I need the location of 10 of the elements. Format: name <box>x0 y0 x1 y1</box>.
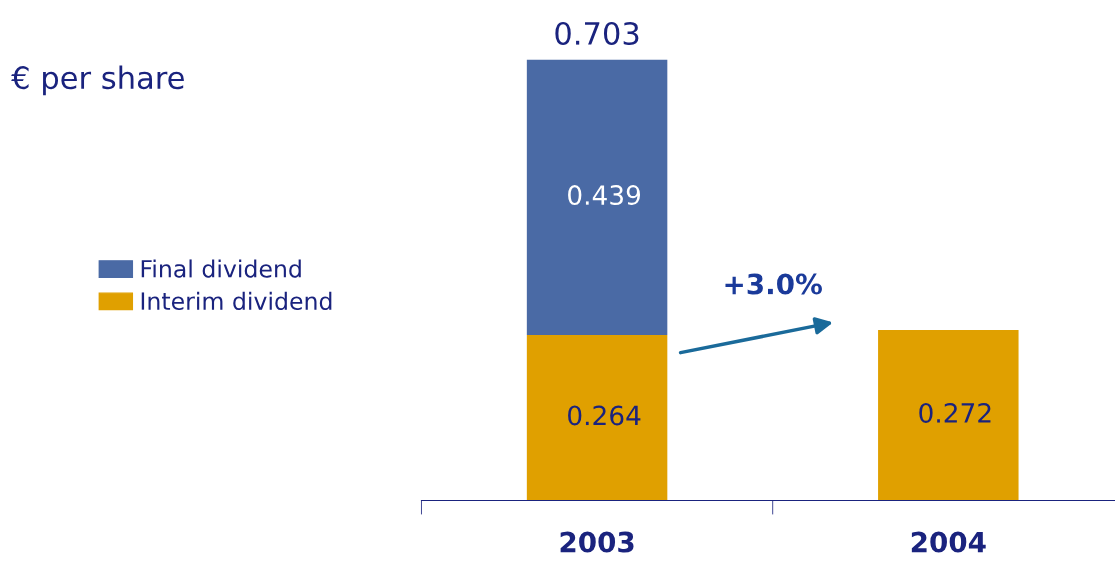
x-tick-label: 2003 <box>560 531 634 553</box>
x-tick-label: 2004 <box>911 531 986 553</box>
total-label: 0.703 <box>555 21 639 46</box>
data-label: 0.272 <box>919 402 991 423</box>
text: € per share <box>11 65 184 96</box>
legend-label: Final dividend <box>141 259 301 278</box>
data-label: 0.439 <box>568 185 641 206</box>
legend-label: Interim dividend <box>141 291 332 310</box>
annotation: +3.0% <box>725 273 822 295</box>
data-label: 0.264 <box>568 405 641 426</box>
